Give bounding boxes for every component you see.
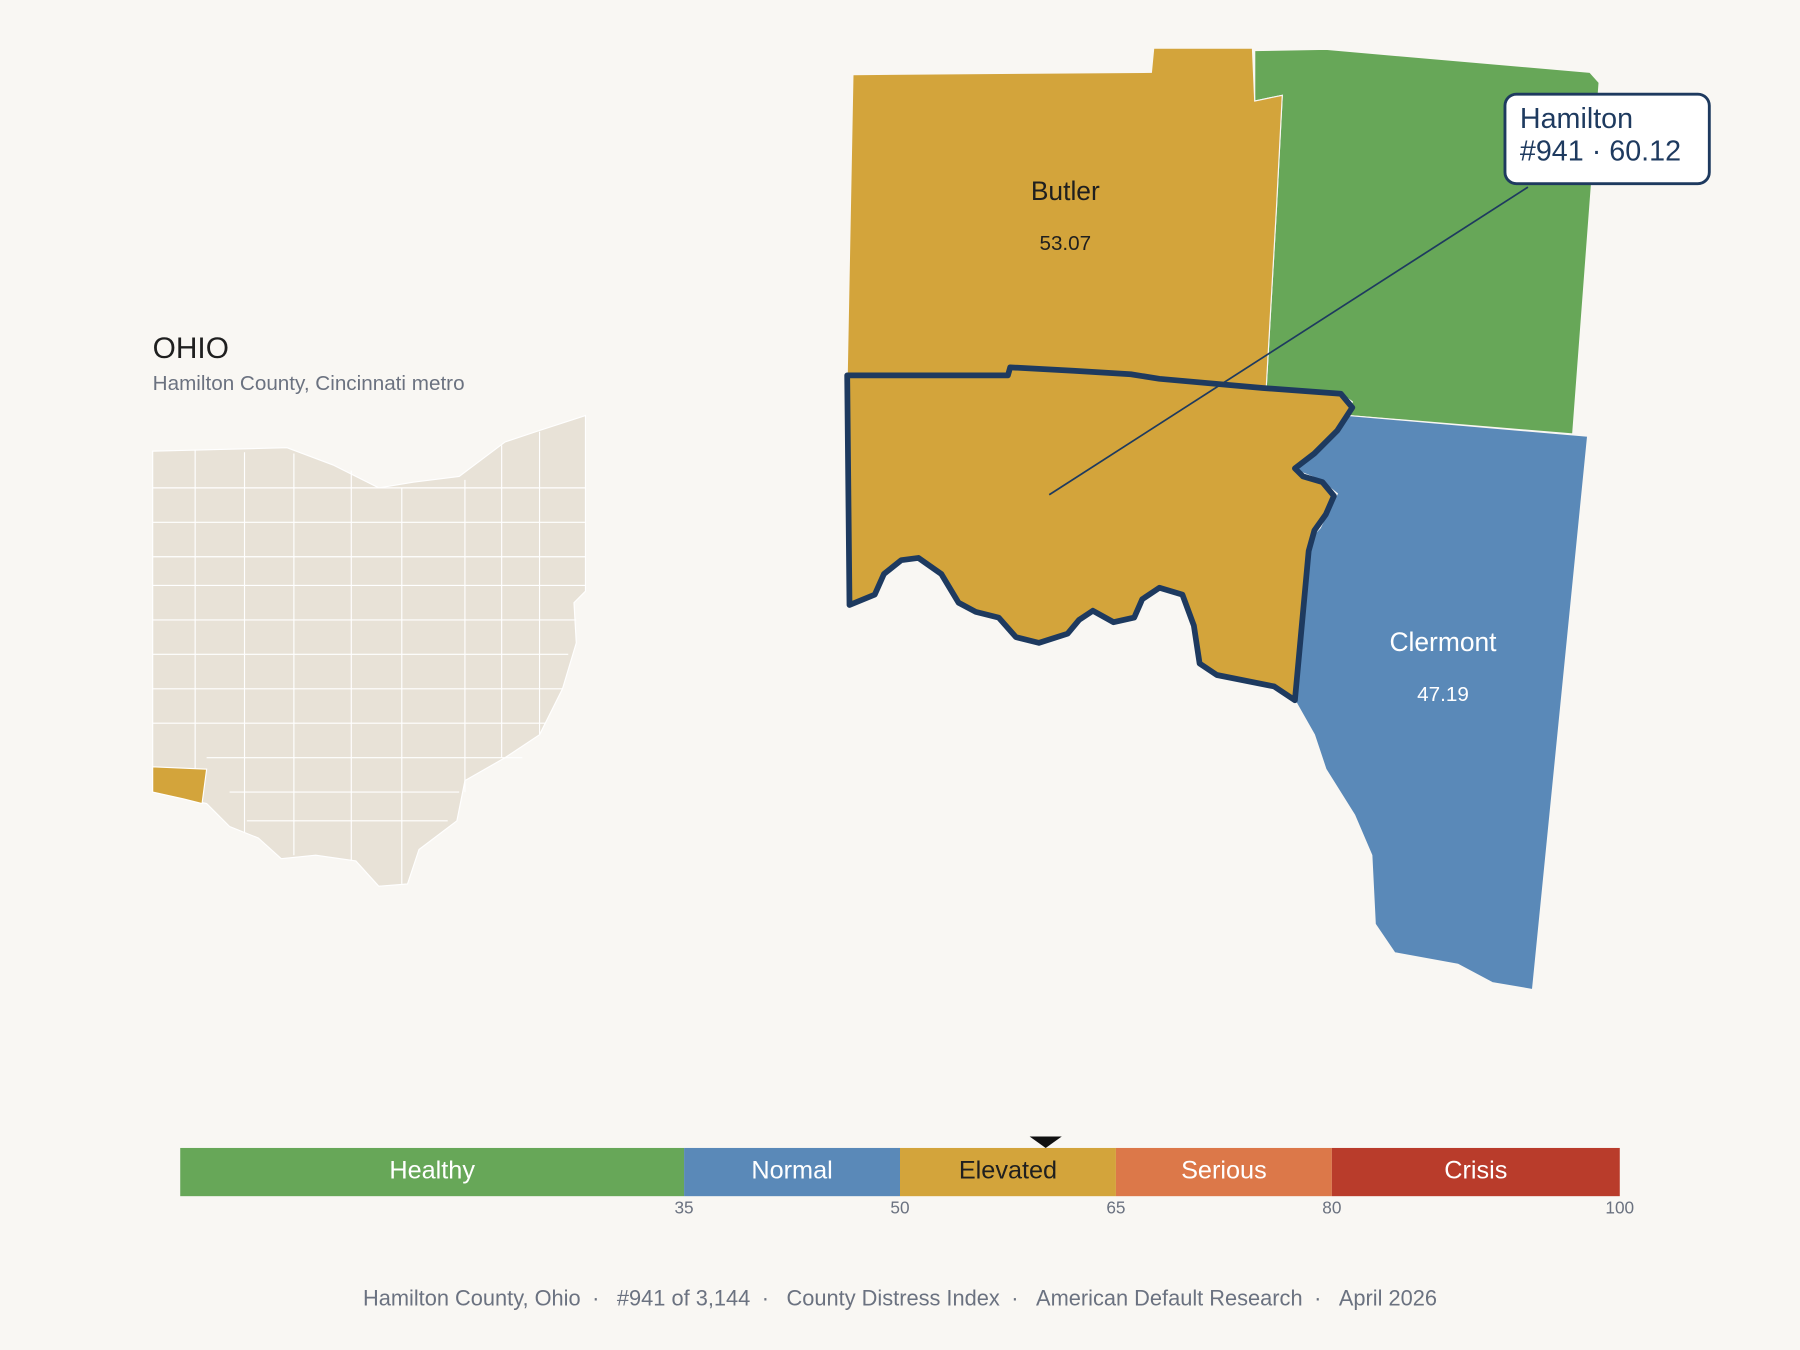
band-label: Healthy: [389, 1157, 475, 1185]
footer-separator: ·: [592, 1285, 599, 1310]
scale-tick-label: 50: [890, 1197, 909, 1217]
scale-tick-label: 80: [1322, 1197, 1341, 1217]
callout-separator: ·: [1592, 135, 1602, 167]
footer-item: County Distress Index: [787, 1285, 1000, 1310]
county-butler: [846, 47, 1283, 389]
scale-tick-label: 35: [674, 1197, 693, 1217]
footer-item: #941 of 3,144: [617, 1285, 750, 1310]
band-label: Normal: [751, 1157, 832, 1185]
callout-score: 60.12: [1609, 135, 1681, 167]
footer-separator: ·: [1314, 1285, 1321, 1310]
scale-tick-label: 65: [1106, 1197, 1125, 1217]
band-label: Serious: [1181, 1157, 1267, 1185]
footer-separator: ·: [1011, 1285, 1018, 1310]
ohio-county-lines: [152, 431, 586, 884]
scale-band: [900, 1147, 1116, 1197]
footer-item: American Default Research: [1036, 1285, 1303, 1310]
callout-leader: [1048, 186, 1529, 496]
inset-subtitle: Hamilton County, Cincinnati metro: [153, 372, 465, 395]
scale-band: [684, 1147, 900, 1197]
county-score: 53.07: [1039, 232, 1091, 255]
scale-band: [180, 1147, 685, 1197]
scale-band: [1331, 1147, 1620, 1197]
county-name: Butler: [1031, 176, 1100, 206]
county-score: 47.19: [1417, 683, 1469, 706]
county-name: Clermont: [1389, 627, 1497, 657]
band-label: Elevated: [959, 1157, 1057, 1185]
footer-separator: ·: [762, 1285, 769, 1310]
scale-tick-label: 100: [1605, 1197, 1634, 1217]
ohio-hamilton: [152, 766, 208, 805]
inset-title: OHIO: [153, 332, 229, 365]
band-label: Crisis: [1444, 1157, 1507, 1185]
callout-detail: #941 · 60.12: [1520, 135, 1681, 167]
ohio-inset: [152, 414, 587, 887]
callout-rank: #941: [1520, 135, 1584, 167]
county-hamilton[interactable]: [844, 364, 1356, 704]
scale-band: [1115, 1147, 1332, 1197]
footer-item: Hamilton County, Ohio: [363, 1285, 581, 1310]
ohio-outline: [152, 414, 587, 887]
footer-item: April 2026: [1339, 1285, 1437, 1310]
score-marker: [1029, 1136, 1062, 1148]
scale: Healthy Normal Elevated Serious Crisis 35 50 65…: [180, 1136, 1634, 1217]
footer: Hamilton County, Ohio · #941 of 3,144 · Co…: [363, 1285, 1437, 1310]
callout-name: Hamilton: [1520, 103, 1633, 135]
callout-box: [1503, 92, 1711, 186]
